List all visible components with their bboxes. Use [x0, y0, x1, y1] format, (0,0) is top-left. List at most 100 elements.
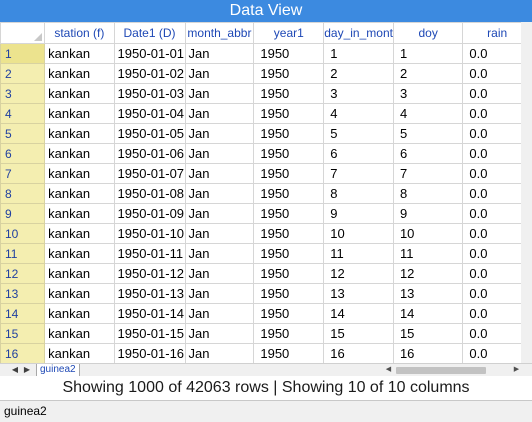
- cell-doy[interactable]: 13: [392, 283, 464, 304]
- cell-date1[interactable]: 1950-01-13: [113, 283, 186, 304]
- cell-month-abbr[interactable]: Jan: [184, 223, 255, 244]
- tab-scroll-right-icon[interactable]: ▶: [23, 365, 31, 374]
- cell-month-abbr[interactable]: Jan: [184, 83, 255, 104]
- cell-doy[interactable]: 3: [392, 83, 464, 104]
- cell-year1[interactable]: 1950: [253, 203, 325, 224]
- row-number[interactable]: 16: [0, 343, 46, 363]
- cell-doy[interactable]: 6: [392, 143, 464, 164]
- cell-station[interactable]: kankan: [44, 203, 115, 224]
- cell-doy[interactable]: 7: [392, 163, 464, 184]
- cell-rain[interactable]: 0.0: [462, 163, 532, 184]
- cell-day-in-month[interactable]: 5: [323, 123, 394, 144]
- cell-day-in-month[interactable]: 6: [323, 143, 394, 164]
- cell-day-in-month[interactable]: 4: [323, 103, 394, 124]
- cell-month-abbr[interactable]: Jan: [184, 163, 255, 184]
- cell-year1[interactable]: 1950: [253, 323, 325, 344]
- column-header-doy[interactable]: doy: [392, 22, 464, 44]
- row-number[interactable]: 7: [0, 163, 46, 184]
- cell-date1[interactable]: 1950-01-03: [113, 83, 186, 104]
- cell-date1[interactable]: 1950-01-11: [113, 243, 186, 264]
- cell-year1[interactable]: 1950: [253, 263, 325, 284]
- cell-day-in-month[interactable]: 9: [323, 203, 394, 224]
- cell-station[interactable]: kankan: [44, 323, 115, 344]
- cell-year1[interactable]: 1950: [253, 223, 325, 244]
- table-row[interactable]: 4 kankan 1950-01-04 Jan 1950 4 4 0.0: [0, 103, 532, 124]
- table-row[interactable]: 6 kankan 1950-01-06 Jan 1950 6 6 0.0: [0, 143, 532, 164]
- cell-doy[interactable]: 15: [392, 323, 464, 344]
- cell-month-abbr[interactable]: Jan: [184, 243, 255, 264]
- cell-month-abbr[interactable]: Jan: [184, 183, 255, 204]
- cell-month-abbr[interactable]: Jan: [184, 343, 255, 363]
- select-all-corner[interactable]: [0, 22, 46, 44]
- cell-day-in-month[interactable]: 1: [323, 43, 394, 64]
- cell-date1[interactable]: 1950-01-01: [113, 43, 186, 64]
- table-row[interactable]: 11 kankan 1950-01-11 Jan 1950 11 11 0.0: [0, 243, 532, 264]
- row-number[interactable]: 15: [0, 323, 46, 344]
- cell-date1[interactable]: 1950-01-10: [113, 223, 186, 244]
- row-number[interactable]: 5: [0, 123, 46, 144]
- cell-doy[interactable]: 14: [392, 303, 464, 324]
- table-row[interactable]: 3 kankan 1950-01-03 Jan 1950 3 3 0.0: [0, 83, 532, 104]
- cell-date1[interactable]: 1950-01-06: [113, 143, 186, 164]
- row-number[interactable]: 6: [0, 143, 46, 164]
- cell-station[interactable]: kankan: [44, 263, 115, 284]
- cell-year1[interactable]: 1950: [253, 283, 325, 304]
- cell-doy[interactable]: 4: [392, 103, 464, 124]
- table-row[interactable]: 9 kankan 1950-01-09 Jan 1950 9 9 0.0: [0, 203, 532, 224]
- cell-day-in-month[interactable]: 16: [323, 343, 394, 363]
- cell-rain[interactable]: 0.0: [462, 303, 532, 324]
- cell-year1[interactable]: 1950: [253, 63, 325, 84]
- cell-station[interactable]: kankan: [44, 143, 115, 164]
- table-row[interactable]: 14 kankan 1950-01-14 Jan 1950 14 14 0.0: [0, 303, 532, 324]
- table-row[interactable]: 7 kankan 1950-01-07 Jan 1950 7 7 0.0: [0, 163, 532, 184]
- column-header-rain[interactable]: rain: [462, 22, 532, 44]
- cell-date1[interactable]: 1950-01-12: [113, 263, 186, 284]
- horizontal-scroll-thumb[interactable]: [396, 367, 486, 374]
- table-row[interactable]: 16 kankan 1950-01-16 Jan 1950 16 16 0.0: [0, 343, 532, 363]
- row-number[interactable]: 9: [0, 203, 46, 224]
- table-row[interactable]: 8 kankan 1950-01-08 Jan 1950 8 8 0.0: [0, 183, 532, 204]
- cell-month-abbr[interactable]: Jan: [184, 323, 255, 344]
- cell-year1[interactable]: 1950: [253, 103, 325, 124]
- table-row[interactable]: 10 kankan 1950-01-10 Jan 1950 10 10 0.0: [0, 223, 532, 244]
- cell-date1[interactable]: 1950-01-15: [113, 323, 186, 344]
- cell-doy[interactable]: 5: [392, 123, 464, 144]
- cell-month-abbr[interactable]: Jan: [184, 283, 255, 304]
- table-row[interactable]: 15 kankan 1950-01-15 Jan 1950 15 15 0.0: [0, 323, 532, 344]
- cell-date1[interactable]: 1950-01-14: [113, 303, 186, 324]
- cell-doy[interactable]: 10: [392, 223, 464, 244]
- table-row[interactable]: 13 kankan 1950-01-13 Jan 1950 13 13 0.0: [0, 283, 532, 304]
- cell-year1[interactable]: 1950: [253, 303, 325, 324]
- cell-rain[interactable]: 0.0: [462, 123, 532, 144]
- cell-day-in-month[interactable]: 10: [323, 223, 394, 244]
- cell-day-in-month[interactable]: 13: [323, 283, 394, 304]
- cell-doy[interactable]: 16: [392, 343, 464, 363]
- cell-station[interactable]: kankan: [44, 43, 115, 64]
- column-header-station[interactable]: station (f): [44, 22, 115, 44]
- cell-date1[interactable]: 1950-01-07: [113, 163, 186, 184]
- cell-month-abbr[interactable]: Jan: [184, 43, 255, 64]
- cell-year1[interactable]: 1950: [253, 243, 325, 264]
- cell-date1[interactable]: 1950-01-16: [113, 343, 186, 363]
- cell-day-in-month[interactable]: 14: [323, 303, 394, 324]
- row-number[interactable]: 14: [0, 303, 46, 324]
- row-number[interactable]: 2: [0, 63, 46, 84]
- cell-station[interactable]: kankan: [44, 223, 115, 244]
- cell-day-in-month[interactable]: 2: [323, 63, 394, 84]
- cell-month-abbr[interactable]: Jan: [184, 143, 255, 164]
- row-number[interactable]: 12: [0, 263, 46, 284]
- cell-station[interactable]: kankan: [44, 163, 115, 184]
- scroll-right-arrow-icon[interactable]: ▶: [513, 366, 520, 373]
- cell-station[interactable]: kankan: [44, 123, 115, 144]
- cell-station[interactable]: kankan: [44, 63, 115, 84]
- cell-doy[interactable]: 2: [392, 63, 464, 84]
- column-header-year1[interactable]: year1: [253, 22, 325, 44]
- cell-year1[interactable]: 1950: [253, 163, 325, 184]
- cell-month-abbr[interactable]: Jan: [184, 63, 255, 84]
- cell-date1[interactable]: 1950-01-09: [113, 203, 186, 224]
- row-number[interactable]: 4: [0, 103, 46, 124]
- data-grid[interactable]: station (f) Date1 (D) month_abbr year1 d…: [0, 22, 532, 363]
- cell-date1[interactable]: 1950-01-05: [113, 123, 186, 144]
- cell-station[interactable]: kankan: [44, 83, 115, 104]
- row-number[interactable]: 10: [0, 223, 46, 244]
